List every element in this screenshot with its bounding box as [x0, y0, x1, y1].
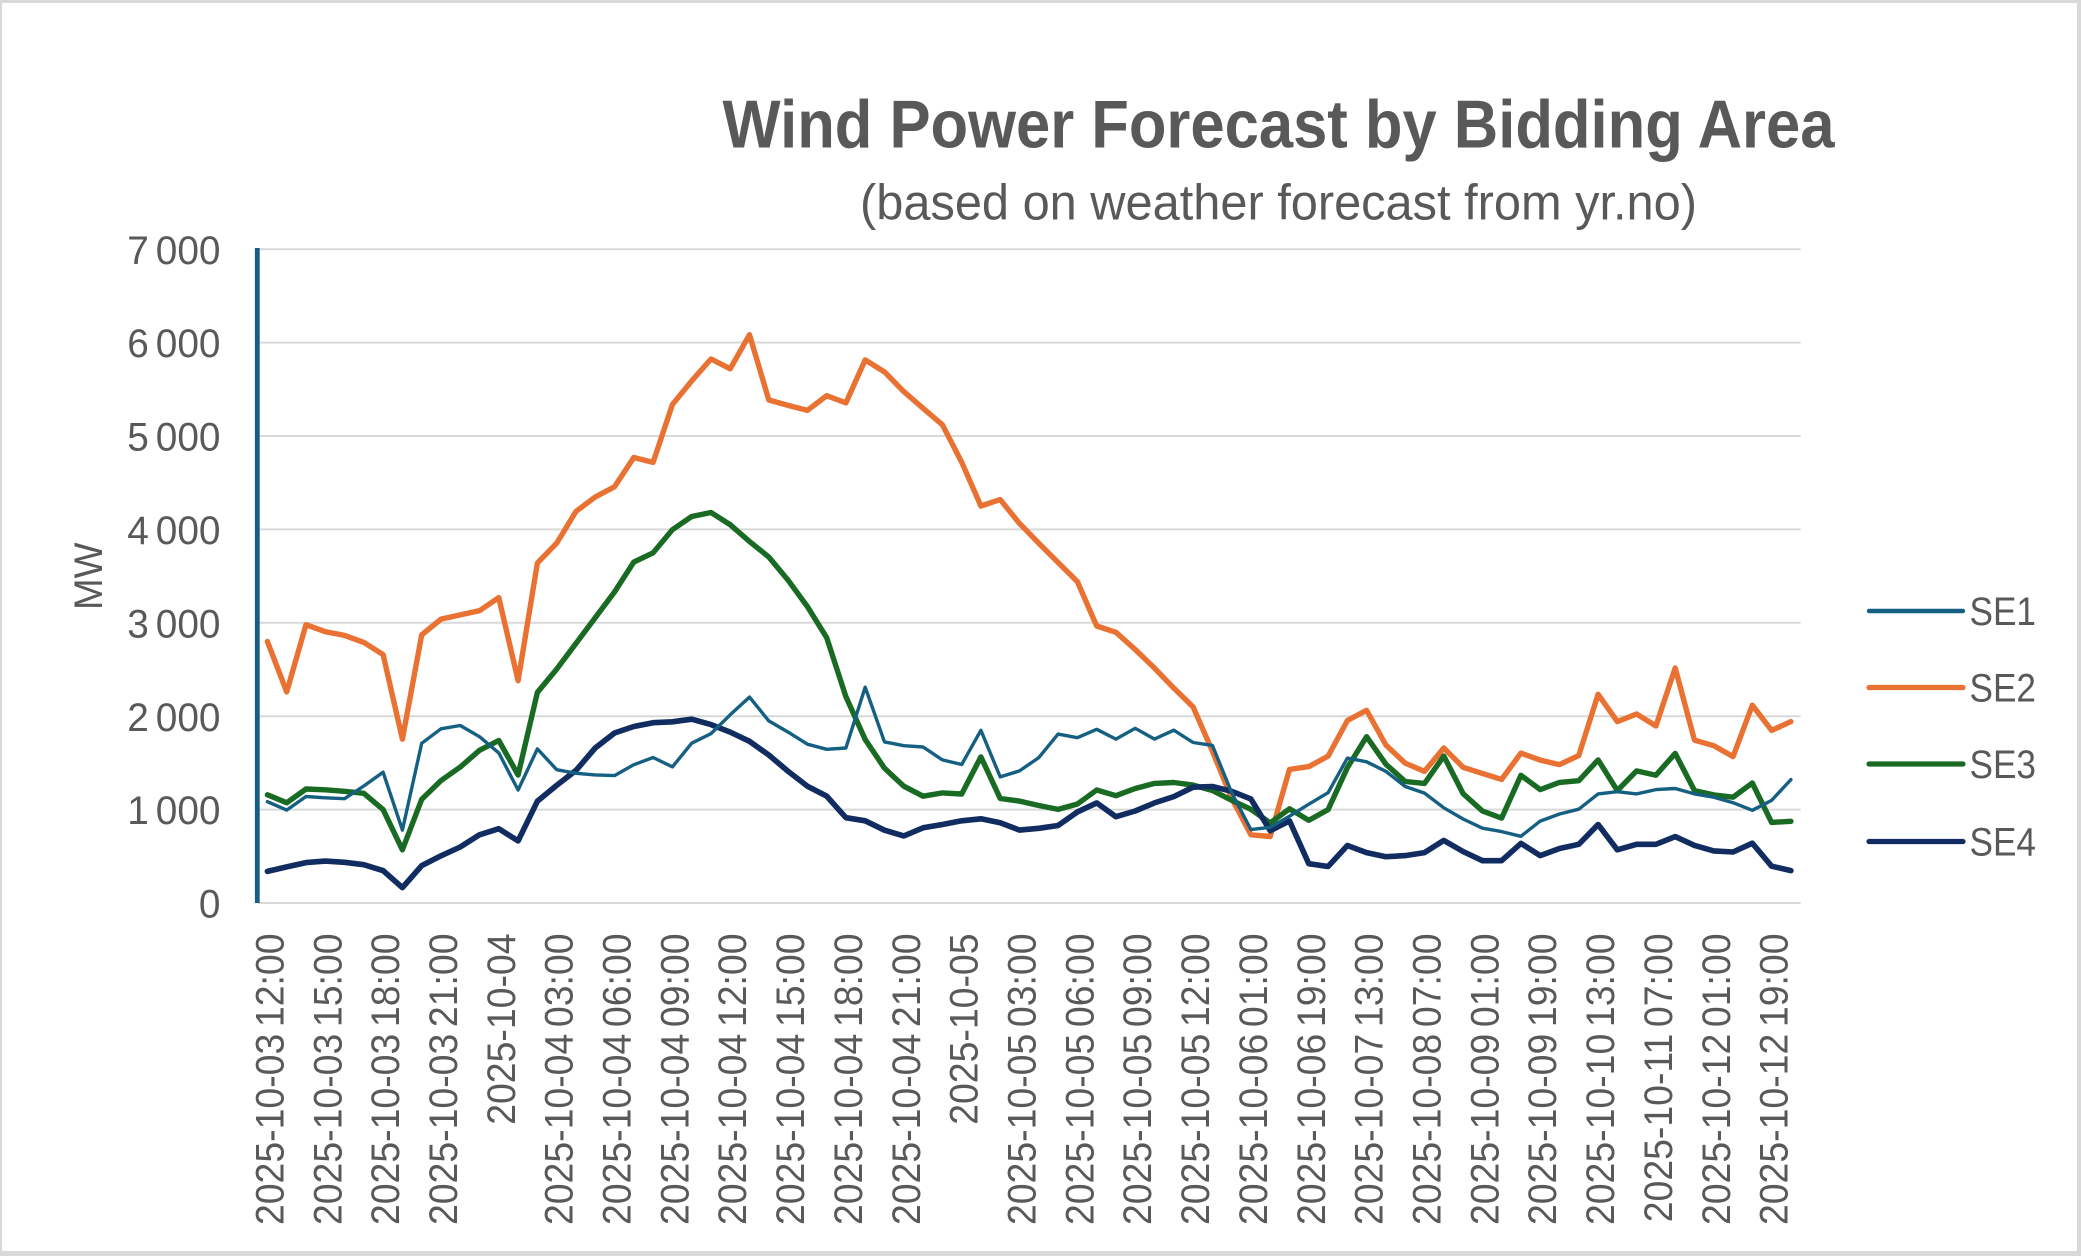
svg-text:2025-10-04 18:00: 2025-10-04 18:00: [827, 934, 871, 1226]
svg-text:2025-10-12 01:00: 2025-10-12 01:00: [1695, 934, 1739, 1226]
svg-text:1 000: 1 000: [127, 789, 220, 834]
svg-text:SE3: SE3: [1970, 742, 2037, 787]
svg-text:2025-10-11 07:00: 2025-10-11 07:00: [1637, 934, 1681, 1223]
svg-text:6 000: 6 000: [127, 322, 220, 367]
svg-text:2025-10-05 06:00: 2025-10-05 06:00: [1058, 934, 1102, 1226]
svg-text:2025-10-05 03:00: 2025-10-05 03:00: [1000, 934, 1044, 1226]
svg-text:SE4: SE4: [1970, 819, 2037, 864]
svg-text:2025-10-04 15:00: 2025-10-04 15:00: [769, 934, 813, 1226]
svg-text:2025-10-05 09:00: 2025-10-05 09:00: [1116, 934, 1160, 1226]
svg-text:2025-10-04 12:00: 2025-10-04 12:00: [711, 934, 755, 1226]
svg-text:SE1: SE1: [1970, 589, 2037, 634]
svg-text:2025-10-03 18:00: 2025-10-03 18:00: [364, 934, 408, 1226]
svg-text:SE2: SE2: [1970, 665, 2037, 710]
svg-text:2025-10-09 01:00: 2025-10-09 01:00: [1463, 934, 1507, 1226]
svg-text:2025-10-03 21:00: 2025-10-03 21:00: [422, 934, 466, 1226]
svg-text:2025-10-05 12:00: 2025-10-05 12:00: [1174, 934, 1218, 1226]
svg-text:2 000: 2 000: [127, 695, 220, 740]
svg-text:2025-10-06 01:00: 2025-10-06 01:00: [1232, 934, 1276, 1226]
svg-text:2025-10-04: 2025-10-04: [480, 934, 524, 1125]
svg-text:2025-10-03 12:00: 2025-10-03 12:00: [248, 934, 292, 1226]
svg-text:Wind Power Forecast by Bidding: Wind Power Forecast by Bidding Area: [723, 87, 1836, 162]
svg-text:2025-10-07 13:00: 2025-10-07 13:00: [1347, 934, 1391, 1226]
svg-text:2025-10-12 19:00: 2025-10-12 19:00: [1752, 934, 1796, 1226]
svg-text:2025-10-06 19:00: 2025-10-06 19:00: [1290, 934, 1334, 1226]
svg-text:3 000: 3 000: [127, 602, 220, 647]
svg-text:2025-10-09 19:00: 2025-10-09 19:00: [1521, 934, 1565, 1226]
svg-text:2025-10-04 03:00: 2025-10-04 03:00: [538, 934, 582, 1226]
svg-text:2025-10-05: 2025-10-05: [943, 934, 987, 1125]
svg-text:2025-10-04 09:00: 2025-10-04 09:00: [653, 934, 697, 1226]
svg-text:2025-10-10 13:00: 2025-10-10 13:00: [1579, 934, 1623, 1226]
svg-text:4 000: 4 000: [127, 508, 220, 553]
svg-text:2025-10-03 15:00: 2025-10-03 15:00: [306, 934, 350, 1226]
svg-text:0: 0: [199, 882, 221, 927]
svg-text:2025-10-08 07:00: 2025-10-08 07:00: [1405, 934, 1449, 1226]
svg-text:MW: MW: [67, 542, 111, 610]
svg-text:7 000: 7 000: [127, 228, 220, 273]
svg-text:5 000: 5 000: [127, 415, 220, 460]
svg-text:(based on weather forecast fro: (based on weather forecast from yr.no): [860, 175, 1697, 231]
svg-text:2025-10-04 21:00: 2025-10-04 21:00: [885, 934, 929, 1226]
svg-text:2025-10-04 06:00: 2025-10-04 06:00: [595, 934, 639, 1226]
